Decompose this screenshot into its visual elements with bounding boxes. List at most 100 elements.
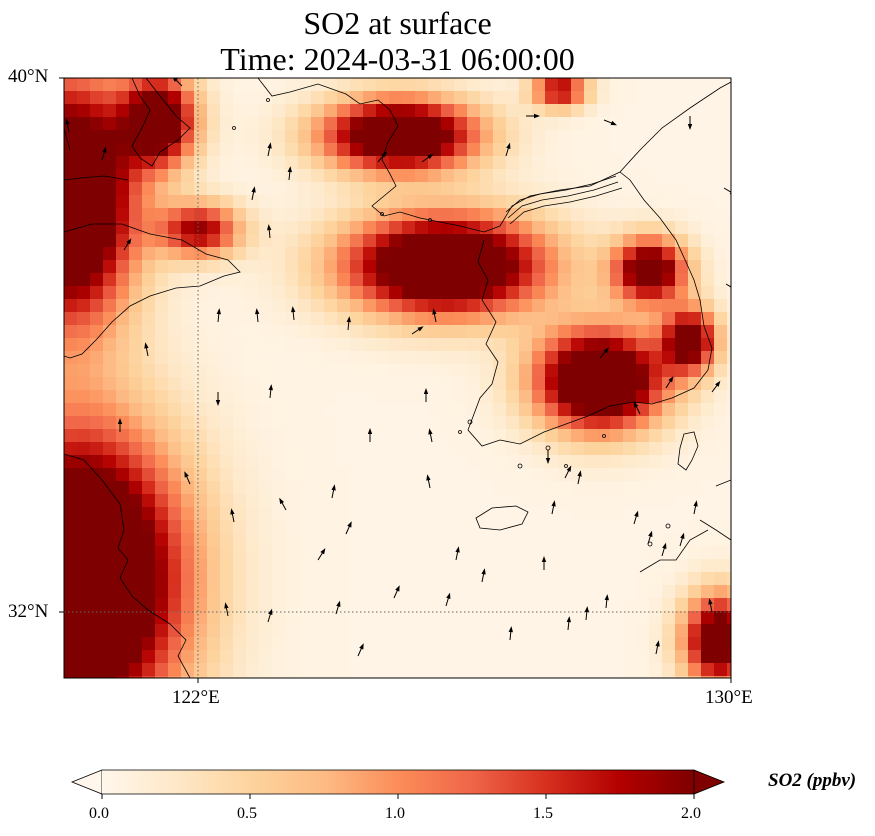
- so2-cell: [402, 104, 416, 118]
- so2-cell: [493, 494, 507, 508]
- so2-cell: [662, 494, 676, 508]
- so2-cell: [181, 650, 195, 664]
- so2-cell: [285, 208, 299, 222]
- so2-cell: [623, 611, 637, 625]
- so2-cell: [155, 130, 169, 144]
- so2-cell: [597, 156, 611, 170]
- so2-cell: [519, 429, 533, 443]
- so2-cell: [129, 390, 143, 404]
- so2-cell: [532, 650, 546, 664]
- so2-cell: [597, 325, 611, 339]
- so2-cell: [233, 377, 247, 391]
- so2-cell: [415, 91, 429, 105]
- so2-cell: [623, 468, 637, 482]
- so2-cell: [493, 676, 507, 678]
- so2-cell: [402, 338, 416, 352]
- so2-cell: [584, 117, 598, 131]
- so2-cell: [116, 247, 130, 261]
- so2-cell: [129, 182, 143, 196]
- so2-cell: [545, 429, 559, 443]
- so2-cell: [467, 572, 481, 586]
- so2-cell: [545, 455, 559, 469]
- so2-cell: [363, 455, 377, 469]
- so2-cell: [415, 247, 429, 261]
- so2-cell: [584, 390, 598, 404]
- so2-cell: [727, 195, 731, 209]
- so2-cell: [506, 416, 520, 430]
- so2-cell: [558, 429, 572, 443]
- so2-cell: [506, 195, 520, 209]
- so2-cell: [129, 338, 143, 352]
- so2-cell: [480, 260, 494, 274]
- so2-cell: [714, 273, 728, 287]
- so2-cell: [519, 611, 533, 625]
- so2-cell: [662, 78, 676, 92]
- so2-cell: [532, 364, 546, 378]
- so2-cell: [350, 429, 364, 443]
- so2-cell: [480, 507, 494, 521]
- so2-cell: [701, 169, 715, 183]
- so2-cell: [610, 481, 624, 495]
- so2-cell: [298, 117, 312, 131]
- so2-cell: [506, 611, 520, 625]
- so2-cell: [64, 234, 78, 248]
- so2-cell: [233, 338, 247, 352]
- so2-cell: [441, 325, 455, 339]
- so2-cell: [90, 234, 104, 248]
- so2-cell: [428, 637, 442, 651]
- so2-cell: [649, 676, 663, 678]
- so2-cell: [77, 78, 91, 92]
- so2-cell: [454, 143, 468, 157]
- so2-cell: [688, 572, 702, 586]
- so2-cell: [701, 637, 715, 651]
- so2-cell: [272, 455, 286, 469]
- so2-cell: [168, 559, 182, 573]
- so2-cell: [584, 429, 598, 443]
- so2-cell: [662, 364, 676, 378]
- so2-cell: [610, 598, 624, 612]
- so2-cell: [545, 156, 559, 170]
- so2-cell: [233, 299, 247, 313]
- so2-cell: [597, 351, 611, 365]
- so2-cell: [246, 78, 260, 92]
- so2-cell: [584, 221, 598, 235]
- so2-cell: [714, 416, 728, 430]
- so2-cell: [389, 611, 403, 625]
- so2-cell: [337, 117, 351, 131]
- so2-cell: [727, 559, 731, 573]
- so2-cell: [714, 403, 728, 417]
- so2-cell: [259, 364, 273, 378]
- so2-cell: [324, 429, 338, 443]
- so2-cell: [597, 338, 611, 352]
- so2-cell: [688, 156, 702, 170]
- so2-cell: [610, 546, 624, 560]
- so2-cell: [324, 546, 338, 560]
- so2-cell: [532, 572, 546, 586]
- so2-cell: [311, 91, 325, 105]
- so2-cell: [194, 338, 208, 352]
- so2-cell: [584, 143, 598, 157]
- so2-cell: [376, 299, 390, 313]
- so2-cell: [311, 364, 325, 378]
- so2-cell: [701, 611, 715, 625]
- so2-cell: [467, 312, 481, 326]
- so2-cell: [610, 624, 624, 638]
- so2-cell: [285, 585, 299, 599]
- so2-cell: [402, 533, 416, 547]
- so2-cell: [701, 468, 715, 482]
- so2-cell: [402, 390, 416, 404]
- so2-cell: [285, 195, 299, 209]
- so2-cell: [480, 208, 494, 222]
- so2-cell: [181, 598, 195, 612]
- so2-cell: [389, 390, 403, 404]
- so2-cell: [493, 234, 507, 248]
- so2-cell: [389, 520, 403, 534]
- so2-cell: [194, 507, 208, 521]
- so2-cell: [610, 221, 624, 235]
- so2-cell: [376, 481, 390, 495]
- so2-cell: [714, 455, 728, 469]
- so2-cell: [415, 442, 429, 456]
- so2-cell: [181, 260, 195, 274]
- so2-cell: [298, 143, 312, 157]
- so2-cell: [415, 182, 429, 196]
